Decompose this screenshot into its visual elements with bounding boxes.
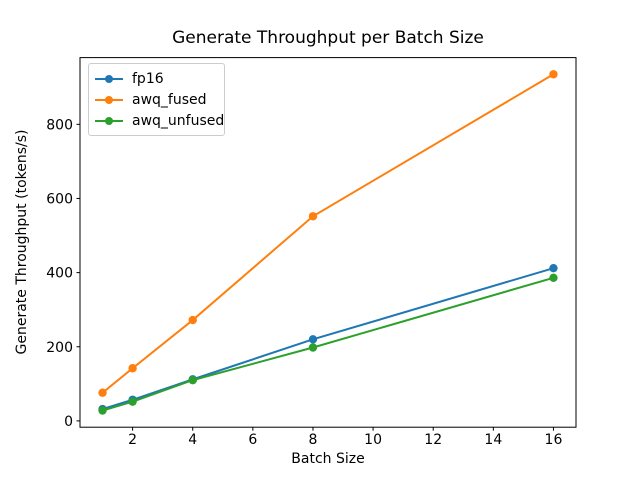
axes-spines — [79, 57, 577, 428]
x-tick-label: 10 — [364, 432, 382, 448]
legend-label: awq_unfused — [132, 112, 225, 129]
data-point-fp16 — [549, 263, 558, 273]
data-point-awq_fused — [188, 315, 197, 325]
x-tick-label: 2 — [128, 432, 137, 448]
x-tick-label: 12 — [424, 432, 442, 448]
y-tick-label: 200 — [46, 340, 73, 356]
legend-label: awq_fused — [132, 91, 207, 108]
legend-line-marker-icon — [95, 116, 123, 125]
x-tick-label: 6 — [248, 432, 257, 448]
data-point-awq_unfused — [188, 375, 197, 385]
legend: fp16 awq_fused awq_unfused — [88, 63, 225, 136]
y-tick-label: 600 — [46, 191, 73, 207]
x-tick-label: 14 — [484, 432, 502, 448]
y-tick-label: 400 — [46, 266, 73, 282]
y-tick-label: 0 — [64, 414, 73, 430]
data-point-awq_fused — [308, 212, 318, 221]
x-tick-label: 4 — [188, 432, 197, 448]
legend-entry-fp16: fp16 — [95, 68, 218, 89]
data-point-awq_fused — [549, 70, 558, 79]
legend-entry-awq-unfused: awq_unfused — [95, 110, 224, 131]
legend-marker-dot-icon — [105, 116, 113, 125]
data-point-awq_unfused — [128, 397, 137, 406]
data-point-fp16 — [308, 335, 318, 344]
legend-label: fp16 — [132, 70, 164, 87]
data-point-awq_unfused — [98, 406, 107, 415]
legend-line-marker-icon — [95, 95, 123, 104]
legend-entry-awq-fused: awq_fused — [95, 89, 218, 110]
x-axis-label: Batch Size — [291, 451, 365, 467]
legend-line-marker-icon — [95, 74, 123, 83]
chart-title: Generate Throughput per Batch Size — [172, 28, 484, 48]
x-tick-label: 8 — [309, 432, 318, 448]
data-point-awq_fused — [98, 388, 107, 397]
data-point-awq_fused — [128, 364, 137, 373]
legend-marker-dot-icon — [105, 95, 113, 104]
y-tick-label: 800 — [46, 117, 73, 133]
legend-marker-dot-icon — [105, 74, 113, 83]
x-tick-label: 16 — [545, 432, 563, 448]
series-line-awq_unfused — [102, 276, 554, 412]
data-point-awq_unfused — [308, 343, 318, 352]
data-point-awq_unfused — [549, 273, 558, 283]
